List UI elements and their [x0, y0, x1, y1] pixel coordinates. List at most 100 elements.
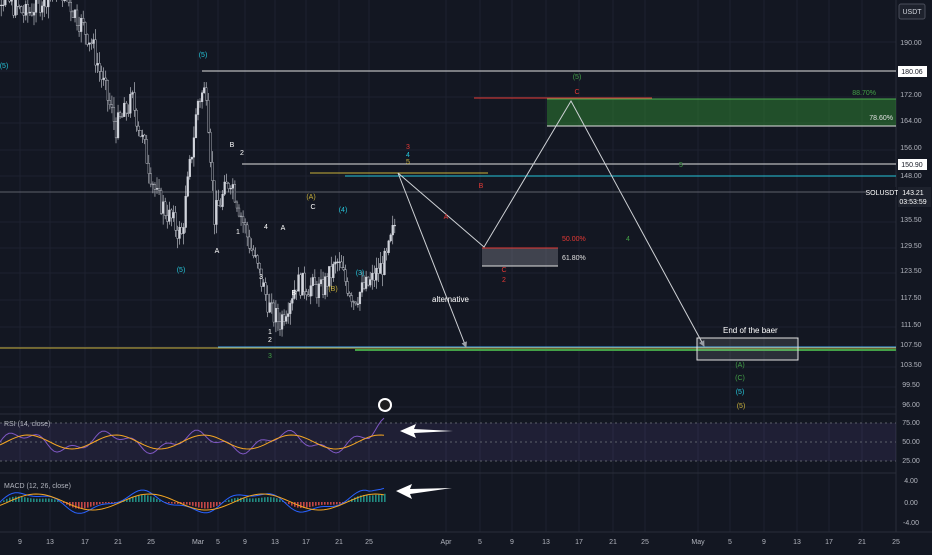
- price-tick: 123.50: [900, 268, 922, 275]
- candle-body: [26, 4, 29, 14]
- candle-body: [270, 302, 273, 304]
- macd-bar: [150, 496, 152, 502]
- candle-body: [86, 34, 89, 45]
- candle-body: [123, 102, 126, 117]
- candle-body: [217, 200, 220, 206]
- candle-body: [80, 18, 83, 32]
- macd-line[interactable]: [0, 487, 385, 514]
- macd-bar: [309, 502, 311, 508]
- candle-body: [73, 9, 77, 18]
- candle-body: [30, 11, 34, 16]
- projection-alt-path[interactable]: [397, 172, 467, 348]
- macd-bar: [18, 496, 20, 502]
- macd-bar: [198, 502, 200, 508]
- wave-label: 5: [406, 159, 410, 166]
- macd-label[interactable]: MACD (12, 26, close): [4, 483, 71, 490]
- candle-body: [203, 87, 206, 94]
- candle-body: [383, 250, 386, 275]
- candle-body: [176, 230, 179, 239]
- fib-zone-upper[interactable]: [547, 99, 896, 126]
- macd-bar: [381, 494, 383, 502]
- annotation-alternative[interactable]: alternative: [432, 295, 469, 304]
- wave-label: 2: [502, 277, 506, 284]
- annotation-end-of-bear[interactable]: End of the baer: [723, 326, 778, 335]
- wave-label: C: [574, 89, 579, 96]
- arrow-left-icon: [400, 424, 453, 438]
- candle-body: [67, 0, 70, 3]
- macd-bar: [336, 502, 338, 505]
- candle-body: [133, 92, 136, 111]
- candle-body: [162, 201, 165, 214]
- price-tick-level: 150.90: [901, 162, 923, 169]
- time-axis[interactable]: 9 13 17 21 25 Mar 5 9 13 17 21 25 Apr 5 9 13 17 21 25 May 5 9…: [18, 539, 900, 546]
- candle-body: [157, 188, 161, 191]
- candle-body: [39, 0, 42, 13]
- macd-bar: [228, 499, 230, 502]
- currency-button[interactable]: [898, 3, 926, 20]
- candle-body: [244, 222, 247, 226]
- time-tick: 13: [542, 539, 550, 546]
- macd-bar: [312, 502, 314, 507]
- macd-histogram[interactable]: [0, 493, 386, 509]
- macd-bar: [30, 498, 32, 502]
- candle-body: [241, 216, 245, 223]
- candle-body: [145, 139, 148, 164]
- candle-body: [252, 249, 255, 256]
- candlestick-series[interactable]: [0, 0, 396, 337]
- candle-body: [346, 281, 349, 294]
- candle-body: [340, 261, 343, 268]
- candle-body: [207, 100, 210, 133]
- candle-body: [178, 227, 181, 239]
- candle-body: [47, 0, 50, 8]
- projection-main-path[interactable]: [397, 99, 705, 347]
- macd-bar: [231, 498, 233, 502]
- candle-body: [344, 269, 347, 282]
- rsi-ma-line[interactable]: [0, 434, 385, 450]
- macd-bar: [78, 502, 80, 509]
- macd-bar: [36, 498, 38, 502]
- wave-label: 3: [268, 353, 272, 360]
- wave-label: 1: [268, 329, 272, 336]
- macd-bar: [240, 497, 242, 502]
- macd-bar: [99, 502, 101, 505]
- macd-bar: [129, 498, 131, 502]
- macd-bar: [165, 502, 167, 503]
- arrow-left-icon: [396, 484, 452, 499]
- candle-body: [272, 302, 275, 323]
- currency-label[interactable]: USDT: [902, 9, 922, 16]
- macd-bar: [171, 502, 173, 504]
- macd-bar: [375, 494, 377, 502]
- candle-body: [18, 6, 21, 8]
- macd-bar: [342, 502, 344, 503]
- macd-bar: [189, 502, 191, 506]
- end-of-bear-box[interactable]: [696, 337, 799, 361]
- svg-text:(A): (A): [735, 362, 744, 369]
- candle-body: [319, 279, 323, 285]
- candle-body: [143, 134, 146, 140]
- candle-body: [328, 266, 331, 287]
- candle-body: [246, 224, 249, 238]
- macd-bar: [0, 502, 2, 503]
- candle-body: [231, 184, 234, 189]
- time-tick: 17: [302, 539, 310, 546]
- wave-label: (4): [339, 207, 348, 214]
- macd-bar: [9, 497, 11, 502]
- macd-bar: [246, 498, 248, 502]
- wave-label: 2: [268, 337, 272, 344]
- candle-body: [45, 0, 48, 8]
- macd-bar: [315, 502, 317, 506]
- candle-body: [285, 316, 288, 322]
- macd-bar: [216, 502, 218, 506]
- candle-body: [313, 277, 316, 285]
- candle-body: [69, 2, 72, 13]
- candle-body: [71, 11, 75, 18]
- candle-body: [172, 212, 175, 219]
- candle-body: [381, 263, 384, 275]
- rsi-label[interactable]: RSI (14, close): [4, 421, 50, 428]
- fib-zone-lower[interactable]: [482, 248, 558, 266]
- candle-body: [375, 267, 378, 281]
- candle-body: [131, 92, 134, 95]
- time-tick: 21: [858, 539, 866, 546]
- macd-signal-line[interactable]: [0, 493, 385, 511]
